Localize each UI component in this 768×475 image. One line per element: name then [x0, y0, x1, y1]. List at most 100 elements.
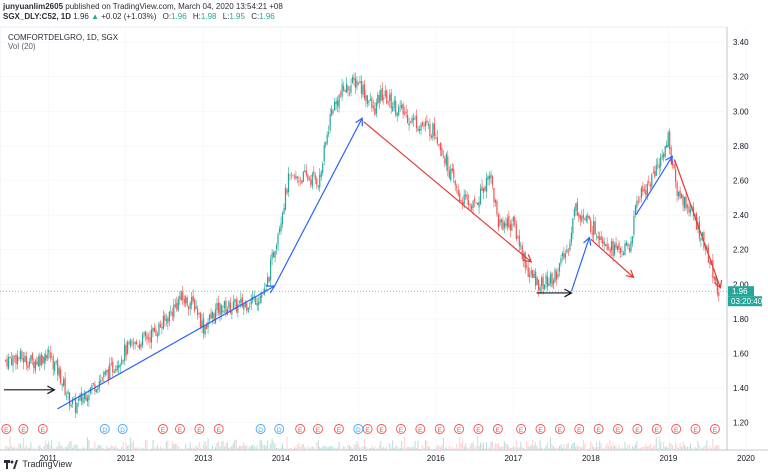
- earnings-marker-icon[interactable]: E: [554, 424, 565, 435]
- candle-body: [406, 114, 409, 124]
- candle-body: [637, 201, 639, 203]
- earnings-marker-icon[interactable]: E: [18, 424, 29, 435]
- candle-body: [88, 394, 90, 401]
- candle-body: [405, 111, 407, 114]
- x-tick-label: 2016: [427, 454, 445, 463]
- volume-bar: [255, 447, 257, 450]
- trendline-arrowhead: [564, 288, 573, 298]
- volume-bar: [119, 448, 121, 450]
- candle-body: [380, 89, 382, 101]
- earnings-marker-icon[interactable]: E: [376, 424, 387, 435]
- candle-body: [612, 241, 614, 257]
- candle-body: [494, 200, 497, 203]
- candle-body: [326, 134, 328, 144]
- volume-bar: [381, 447, 383, 450]
- earnings-marker-icon[interactable]: E: [651, 424, 662, 435]
- earnings-marker-icon[interactable]: E: [295, 424, 306, 435]
- dividend-marker-icon[interactable]: D: [117, 424, 128, 435]
- earnings-marker-icon[interactable]: E: [593, 424, 604, 435]
- earnings-marker-icon[interactable]: E: [492, 424, 503, 435]
- volume-bar: [145, 440, 147, 450]
- earnings-marker-icon[interactable]: E: [213, 424, 224, 435]
- candle-body: [262, 293, 264, 295]
- candle-body: [183, 299, 185, 304]
- earnings-marker-icon[interactable]: E: [362, 424, 373, 435]
- volume-bar: [122, 442, 124, 450]
- earnings-marker-icon[interactable]: E: [313, 424, 323, 435]
- candle-body: [22, 357, 25, 363]
- candle-body: [277, 234, 279, 245]
- earnings-marker-icon[interactable]: E: [632, 424, 643, 435]
- volume-bar: [554, 448, 556, 450]
- earnings-marker-icon[interactable]: E: [473, 424, 484, 435]
- earnings-marker-icon[interactable]: E: [395, 424, 406, 435]
- earnings-marker-icon[interactable]: E: [516, 424, 527, 435]
- volume-bars: [5, 436, 720, 450]
- earnings-marker-icon[interactable]: E: [613, 424, 623, 435]
- volume-bar: [439, 447, 441, 450]
- low-label: L:: [222, 12, 230, 21]
- candle-body: [211, 311, 214, 318]
- earnings-marker-icon[interactable]: E: [671, 424, 682, 435]
- trendline-blue[interactable]: [635, 155, 673, 216]
- candle-body: [28, 361, 30, 367]
- earnings-marker-icon[interactable]: E: [37, 424, 48, 435]
- trendline-blue[interactable]: [570, 237, 590, 292]
- volume-bar: [344, 446, 346, 450]
- event-marker-label: E: [635, 427, 640, 434]
- earnings-marker-icon[interactable]: E: [194, 424, 205, 435]
- price-axis[interactable]: 1.20 1.40 1.60 1.80 2.00 2.20 2.40 2.60 2.80 3.00…: [733, 38, 749, 428]
- volume-bar: [277, 448, 279, 450]
- volume-bar: [79, 448, 81, 450]
- candle-body: [578, 213, 580, 218]
- candle-body: [322, 163, 324, 173]
- candle-body: [393, 100, 395, 108]
- earnings-marker-icon[interactable]: E: [157, 424, 168, 435]
- earnings-marker-icon[interactable]: E: [690, 424, 701, 435]
- trendline-blue[interactable]: [57, 285, 275, 410]
- author-name[interactable]: junyuanlim2605: [3, 2, 64, 11]
- footer-brand[interactable]: TradingView: [4, 459, 72, 470]
- candle-body: [572, 218, 574, 234]
- candle-body: [633, 215, 635, 235]
- volume-bar: [642, 446, 644, 450]
- volume-bar: [423, 447, 425, 450]
- candle-body: [167, 318, 169, 324]
- trendlines[interactable]: [4, 117, 723, 410]
- volume-bar: [634, 444, 636, 450]
- candle-body: [377, 94, 379, 104]
- earnings-marker-icon[interactable]: E: [415, 424, 426, 435]
- candle-body: [450, 169, 452, 181]
- earnings-marker-icon[interactable]: E: [709, 424, 720, 435]
- earnings-marker-icon[interactable]: E: [333, 424, 344, 435]
- trendline-red[interactable]: [590, 238, 634, 278]
- dividend-marker-icon[interactable]: D: [255, 424, 266, 435]
- trendline-red[interactable]: [363, 121, 532, 263]
- volume-bar: [392, 440, 394, 450]
- earnings-marker-icon[interactable]: E: [434, 424, 445, 435]
- candle-body: [213, 313, 215, 322]
- dividend-marker-icon[interactable]: D: [274, 424, 285, 435]
- candle-body: [616, 245, 619, 250]
- volume-bar: [413, 446, 415, 450]
- earnings-marker-icon[interactable]: E: [454, 424, 465, 435]
- trendline-blue[interactable]: [274, 117, 363, 287]
- earnings-marker-icon[interactable]: E: [175, 424, 185, 435]
- dividend-marker-icon[interactable]: D: [353, 424, 364, 435]
- earnings-marker-icon[interactable]: E: [535, 424, 546, 435]
- trendline-red[interactable]: [674, 159, 721, 288]
- candle-body: [49, 352, 51, 359]
- time-axis[interactable]: 2011 2012 2013 2014 2015 2016 2017 2018 2019 2020: [40, 454, 756, 463]
- candle-body: [712, 260, 714, 278]
- earnings-marker-icon[interactable]: E: [574, 424, 585, 435]
- dividend-marker-icon[interactable]: D: [99, 424, 110, 435]
- candle-body: [442, 156, 444, 158]
- candle-body: [383, 98, 385, 100]
- candle-body: [713, 276, 715, 280]
- volume-bar: [575, 446, 577, 450]
- volume-bar: [713, 447, 715, 450]
- candle-body: [660, 156, 662, 167]
- earnings-marker-icon[interactable]: E: [1, 424, 12, 435]
